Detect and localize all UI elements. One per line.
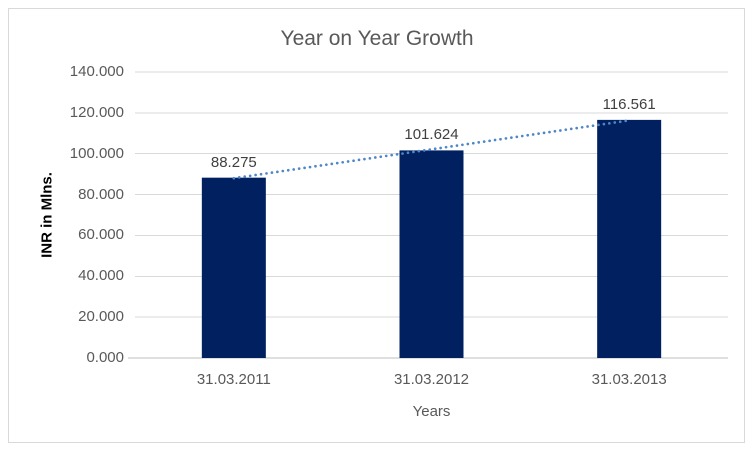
trendline [232, 119, 631, 180]
y-tick-label: 60.000 [78, 226, 124, 244]
data-label: 101.624 [404, 126, 459, 144]
y-tick-label: 120.000 [69, 103, 124, 121]
data-label: 88.275 [210, 153, 257, 171]
x-category-label: 31.03.2011 [196, 371, 271, 388]
y-tick-label: 0.000 [86, 349, 124, 366]
y-tick-label: 80.000 [78, 185, 124, 203]
bar [201, 177, 266, 358]
y-tick-label: 100.000 [69, 144, 124, 162]
bar [399, 150, 464, 358]
x-axis-title: Years [412, 403, 451, 420]
chart-title: Year on Year Growth [280, 27, 474, 50]
data-label: 116.561 [602, 95, 656, 113]
x-category-label: 31.03.2012 [393, 371, 470, 388]
y-tick-label: 140.000 [69, 63, 124, 80]
bar [597, 119, 662, 358]
x-category-label: 31.03.2013 [591, 371, 667, 388]
y-tick-label: 20.000 [78, 308, 124, 326]
y-tick-label: 40.000 [78, 267, 124, 285]
